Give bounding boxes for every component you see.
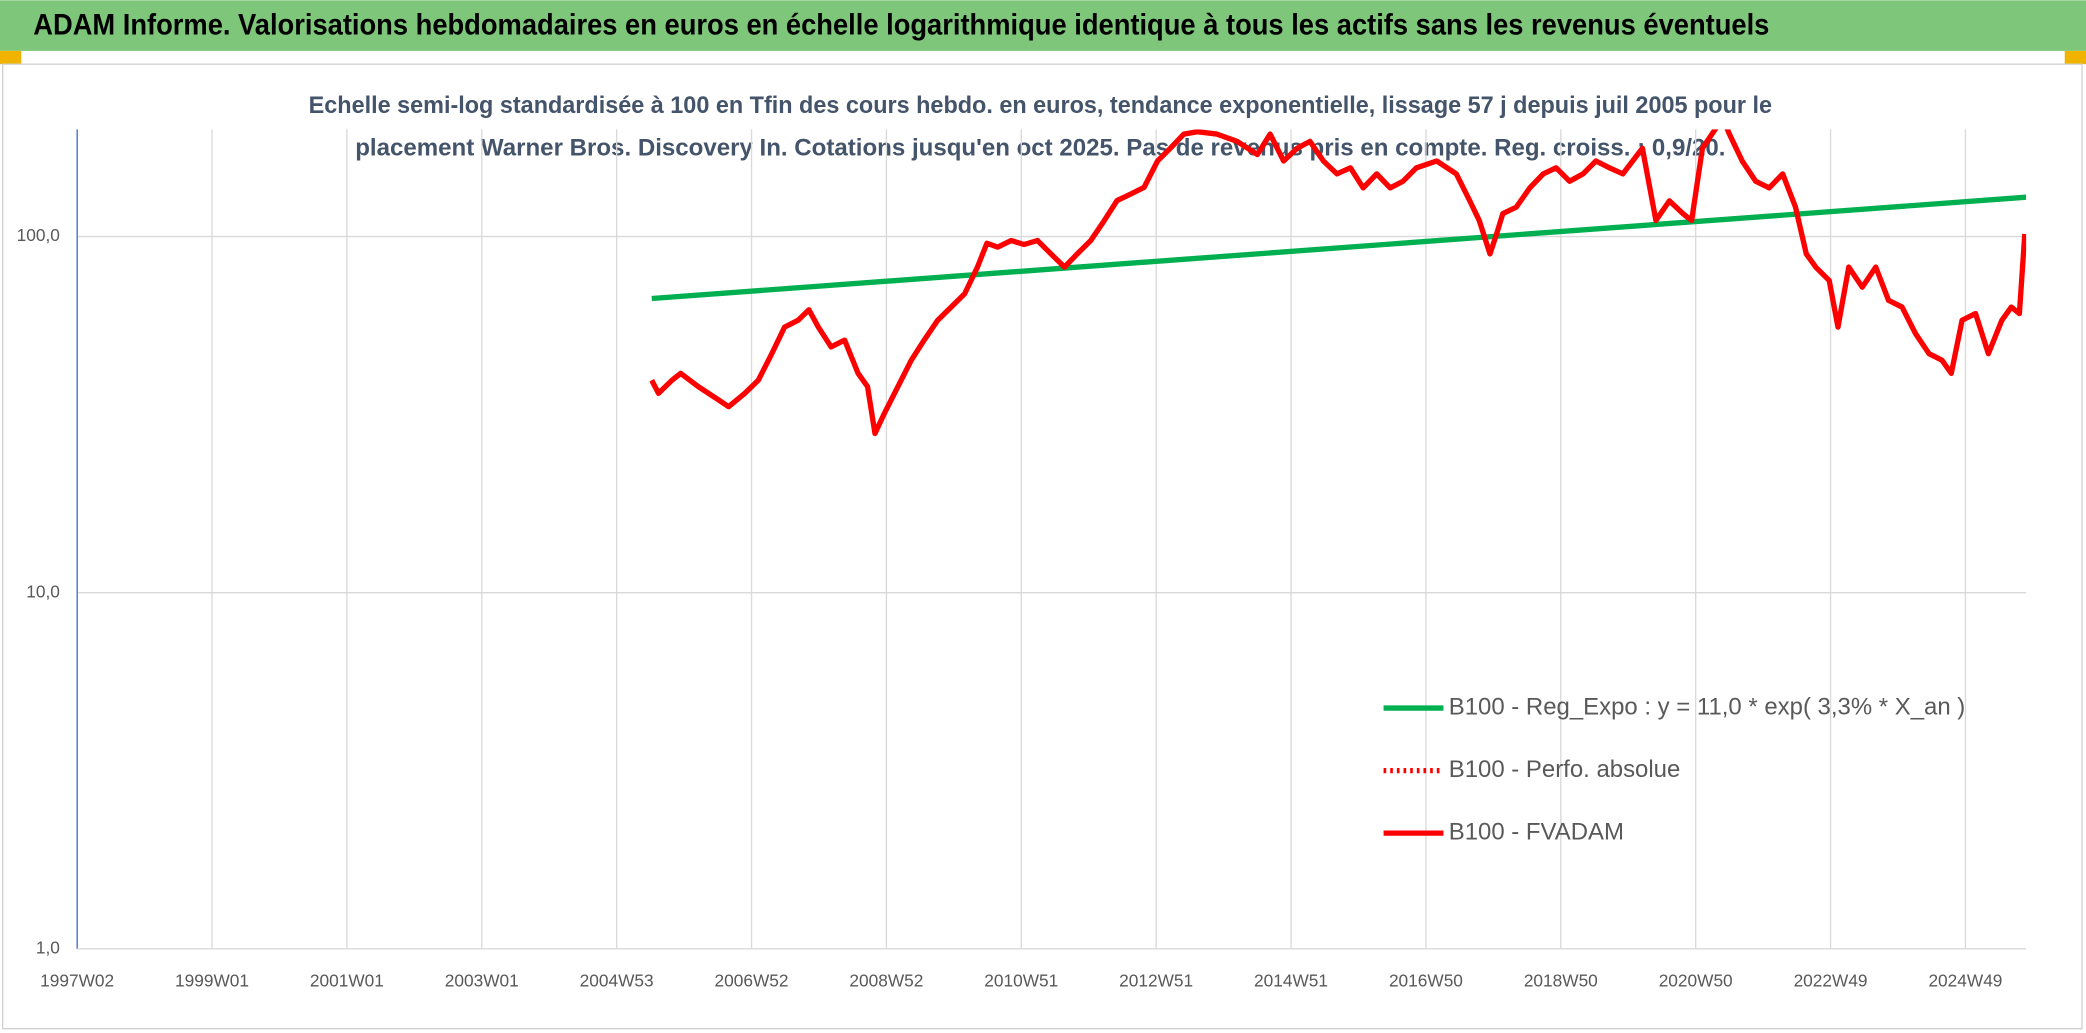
corner-mark — [0, 50, 22, 65]
chart-frame — [1, 63, 2083, 1030]
chart-subtitle: placement Warner Bros. Discovery In. Cot… — [355, 135, 1725, 162]
legend-label: B100 - Reg_Expo : y = 11,0 * exp( 3,3% *… — [1449, 693, 1966, 720]
plot-area — [649, 129, 2027, 437]
x-tick-label: 1999W01 — [175, 971, 249, 991]
chart-title: ADAM Informe. Valorisations hebdomadaire… — [33, 10, 1769, 42]
x-tick-label: 2022W49 — [1794, 971, 1868, 991]
legend-label: B100 - Perfo. absolue — [1449, 756, 1681, 783]
x-tick-label: 2024W49 — [1928, 971, 2002, 991]
corner-mark — [2064, 50, 2086, 65]
y-tick-label: 10,0 — [26, 581, 60, 601]
x-tick-label: 2006W52 — [715, 971, 789, 991]
x-tick-label: 1997W02 — [40, 971, 114, 991]
axes: 1,0 10,0 100,0 1997W02 1999W01 2001W01 2003W01… — [17, 129, 2027, 991]
y-tick-label: 1,0 — [36, 937, 60, 957]
header-bar — [0, 0, 2086, 51]
chart-subtitle: Echelle semi-log standardisée à 100 en T… — [309, 92, 1772, 119]
x-tick-label: 2020W50 — [1659, 971, 1733, 991]
x-tick-label: 2018W50 — [1524, 971, 1598, 991]
x-tick-label: 2010W51 — [984, 971, 1058, 991]
legend-label: B100 - FVADAM — [1449, 818, 1624, 845]
x-tick-label: 2014W51 — [1254, 971, 1328, 991]
legend: B100 - Reg_Expo : y = 11,0 * exp( 3,3% *… — [1383, 693, 1966, 845]
x-tick-label: 2016W50 — [1389, 971, 1463, 991]
x-tick-label: 2001W01 — [310, 971, 384, 991]
x-tick-label: 2004W53 — [580, 971, 654, 991]
x-tick-label: 2003W01 — [445, 971, 519, 991]
x-tick-label: 2012W51 — [1119, 971, 1193, 991]
series-line — [649, 129, 2027, 437]
y-tick-label: 100,0 — [17, 225, 60, 245]
x-tick-label: 2008W52 — [849, 971, 923, 991]
